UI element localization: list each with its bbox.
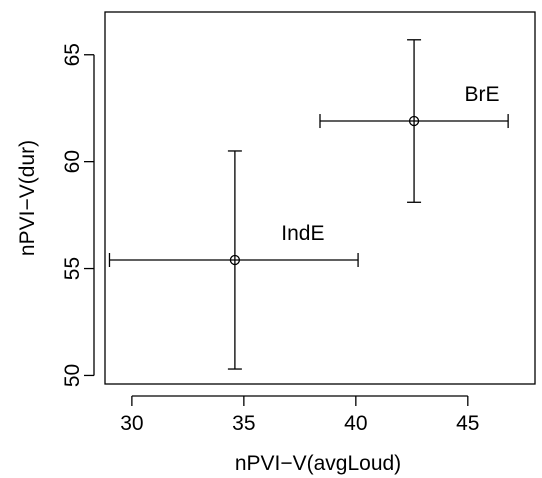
plot-frame bbox=[104, 11, 536, 385]
data-point bbox=[229, 254, 241, 266]
x-axis-title: nPVI−V(avgLoud) bbox=[235, 452, 401, 475]
y-axis: 50 55 60 65 bbox=[61, 43, 95, 387]
y-tick-label: 50 bbox=[61, 364, 84, 387]
x-tick-label: 30 bbox=[120, 412, 143, 435]
x-axis: 30 35 40 45 bbox=[120, 395, 479, 435]
point-label: BrE bbox=[465, 83, 500, 106]
x-tick-label: 40 bbox=[344, 412, 367, 435]
x-tick-label: 35 bbox=[232, 412, 255, 435]
y-tick-label: 55 bbox=[61, 257, 84, 280]
point-label: IndE bbox=[281, 222, 324, 245]
y-tick-label: 60 bbox=[61, 150, 84, 173]
data-point bbox=[408, 115, 420, 127]
x-tick-label: 45 bbox=[456, 412, 479, 435]
y-tick-label: 65 bbox=[61, 43, 84, 66]
data-marks: IndE BrE bbox=[108, 39, 509, 370]
y-axis-title: nPVI−V(dur) bbox=[16, 140, 39, 256]
